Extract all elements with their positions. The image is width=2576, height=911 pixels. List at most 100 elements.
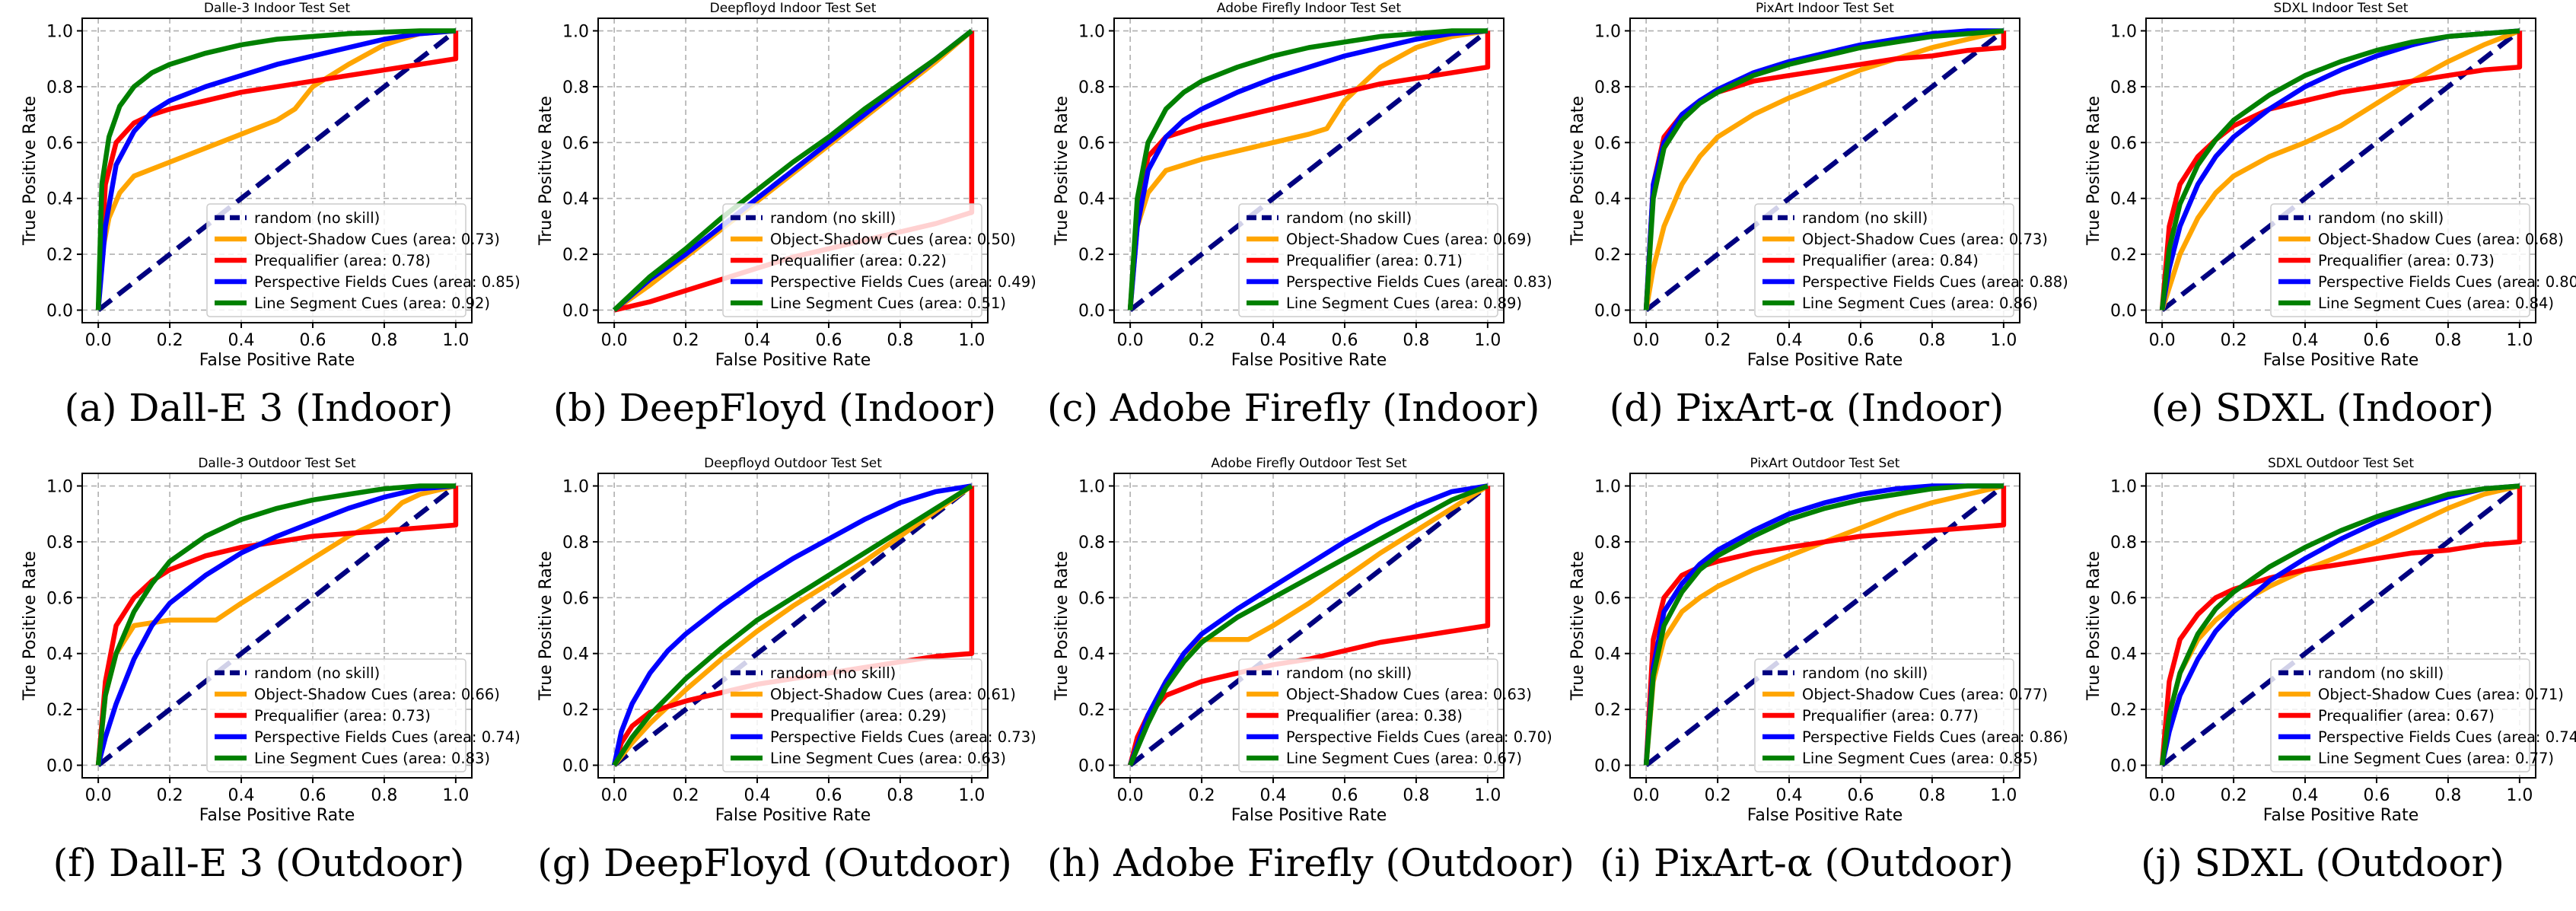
y-tick-label: 0.8 — [1594, 534, 1621, 553]
figure-caption: (b) DeepFloyd (Indoor) — [552, 386, 997, 430]
legend-label: Line Segment Cues (area: 0.85) — [1802, 750, 2038, 767]
random-line — [2160, 28, 2521, 313]
y-tick-label: 0.0 — [46, 757, 73, 776]
roc-chart: Adobe Firefly Indoor Test Set 0.0 0.0 0.2 0.… — [1052, 1, 1552, 370]
plot-frame — [1629, 473, 2020, 779]
legend-label: Line Segment Cues (area: 0.63) — [770, 750, 1006, 767]
x-tick-label: 0.0 — [601, 331, 628, 350]
legend-box — [2270, 203, 2530, 317]
y-axis-label: True Positive Rate — [2084, 96, 2103, 246]
legend: random (no skill) Object-Shadow Cues (are… — [1238, 203, 1552, 317]
y-tick-label: 0.4 — [562, 645, 589, 664]
legend-label: Object-Shadow Cues (area: 0.77) — [1802, 686, 2048, 703]
prequalifier-line — [1127, 30, 1491, 311]
y-tick-label: 0.2 — [2110, 701, 2137, 720]
prequalifier-line — [2159, 486, 2523, 766]
random-line — [613, 483, 973, 768]
y-tick-label: 0.6 — [46, 589, 73, 608]
y-tick-label: 1.0 — [2110, 23, 2137, 42]
object-shadow-line — [1127, 28, 1489, 311]
y-tick-label: 0.8 — [1078, 78, 1105, 97]
x-tick-label: 0.0 — [601, 786, 628, 805]
x-tick-label: 0.4 — [744, 331, 771, 350]
x-axis-label: False Positive Rate — [1231, 806, 1387, 825]
x-tick-label: 0.2 — [1189, 331, 1215, 350]
y-tick-label: 0.8 — [2110, 78, 2137, 97]
legend-label: random (no skill) — [254, 664, 380, 682]
legend-box — [206, 203, 466, 317]
legend: random (no skill) Object-Shadow Cues (are… — [1754, 203, 2068, 317]
legend-label: Prequalifier (area: 0.73) — [254, 707, 431, 725]
legend-label: Object-Shadow Cues (area: 0.66) — [254, 686, 500, 703]
legend-label: Perspective Fields Cues (area: 0.85) — [254, 273, 521, 291]
x-tick-label: 0.4 — [1776, 331, 1803, 350]
legend-label: Object-Shadow Cues (area: 0.69) — [1286, 231, 1532, 248]
object-shadow-line — [95, 28, 457, 311]
roc-chart: Adobe Firefly Outdoor Test Set 0.0 0.0 0.2 0… — [1052, 456, 1552, 825]
object-shadow-line — [1643, 483, 2004, 766]
legend-box — [1754, 658, 2014, 772]
legend-label: Line Segment Cues (area: 0.83) — [254, 750, 490, 767]
legend-label: Prequalifier (area: 0.22) — [770, 252, 947, 269]
x-tick-label: 0.6 — [815, 786, 842, 805]
y-axis-label: True Positive Rate — [537, 96, 556, 246]
x-tick-label: 0.2 — [1705, 331, 1731, 350]
legend-label: Perspective Fields Cues (area: 0.74) — [254, 728, 521, 746]
y-tick-label: 1.0 — [2110, 478, 2137, 497]
perspective-fields-line — [611, 483, 973, 766]
legend-label: Perspective Fields Cues (area: 0.83) — [1286, 273, 1552, 291]
chart-panel: Deepfloyd Indoor Test Set 0.0 0.0 0.2 0.2 0.4… — [531, 0, 1036, 455]
legend-box — [1238, 658, 1498, 772]
legend-label: Perspective Fields Cues (area: 0.88) — [1802, 273, 2068, 291]
figure-caption: (h) Adobe Firefly (Outdoor) — [1047, 841, 1575, 885]
x-tick-label: 0.8 — [2434, 786, 2461, 805]
object-shadow-line — [1643, 28, 2004, 311]
y-tick-label: 0.8 — [1594, 78, 1621, 97]
line-segment-line — [612, 483, 973, 767]
x-tick-label: 0.8 — [371, 331, 397, 350]
legend-label: Object-Shadow Cues (area: 0.50) — [770, 231, 1016, 248]
chart-title: Adobe Firefly Indoor Test Set — [1217, 1, 1402, 16]
legend-label: Prequalifier (area: 0.38) — [1286, 707, 1463, 725]
legend: random (no skill) Object-Shadow Cues (are… — [722, 658, 1036, 772]
chart-title: Adobe Firefly Outdoor Test Set — [1211, 456, 1407, 471]
y-tick-label: 1.0 — [1078, 478, 1105, 497]
x-tick-label: 0.8 — [1918, 786, 1945, 805]
legend-label: Prequalifier (area: 0.29) — [770, 707, 947, 725]
y-tick-label: 0.4 — [46, 190, 73, 209]
x-tick-label: 1.0 — [442, 786, 469, 805]
legend-label: Perspective Fields Cues (area: 0.49) — [770, 273, 1036, 291]
line-segment-line — [95, 28, 456, 311]
perspective-fields-line — [1643, 28, 2004, 311]
y-tick-label: 1.0 — [1078, 23, 1105, 42]
x-tick-label: 0.6 — [299, 331, 326, 350]
y-tick-label: 0.8 — [46, 534, 73, 553]
x-tick-label: 1.0 — [442, 331, 469, 350]
chart-panel: SDXL Indoor Test Set 0.0 0.0 0.2 0.2 0.4 0.4 0.… — [2079, 0, 2576, 455]
y-tick-label: 0.4 — [46, 645, 73, 664]
y-tick-label: 1.0 — [46, 23, 73, 42]
x-tick-label: 0.0 — [2149, 331, 2176, 350]
legend-label: Object-Shadow Cues (area: 0.68) — [2318, 231, 2564, 248]
x-tick-label: 0.2 — [157, 786, 183, 805]
x-tick-label: 1.0 — [2506, 786, 2533, 805]
x-tick-label: 0.0 — [1117, 331, 1144, 350]
y-tick-label: 0.2 — [1078, 701, 1105, 720]
perspective-fields-line — [1643, 483, 2004, 766]
figure-caption: (a) Dall-E 3 (Indoor) — [64, 386, 454, 430]
x-tick-label: 0.8 — [1403, 331, 1429, 350]
legend: random (no skill) Object-Shadow Cues (are… — [2270, 203, 2576, 317]
perspective-fields-line — [2159, 483, 2520, 766]
legend-label: random (no skill) — [254, 209, 380, 227]
x-tick-label: 0.6 — [2363, 331, 2390, 350]
random-line — [2160, 483, 2521, 768]
figure-caption: (e) SDXL (Indoor) — [2151, 386, 2495, 430]
prequalifier-line — [2159, 30, 2523, 311]
x-tick-label: 0.0 — [85, 331, 112, 350]
perspective-fields-line — [95, 483, 457, 766]
x-axis-label: False Positive Rate — [1747, 806, 1903, 825]
y-tick-label: 0.6 — [1594, 589, 1621, 608]
plot-frame — [597, 473, 989, 779]
x-tick-label: 1.0 — [958, 786, 985, 805]
legend-label: Prequalifier (area: 0.71) — [1286, 252, 1463, 269]
